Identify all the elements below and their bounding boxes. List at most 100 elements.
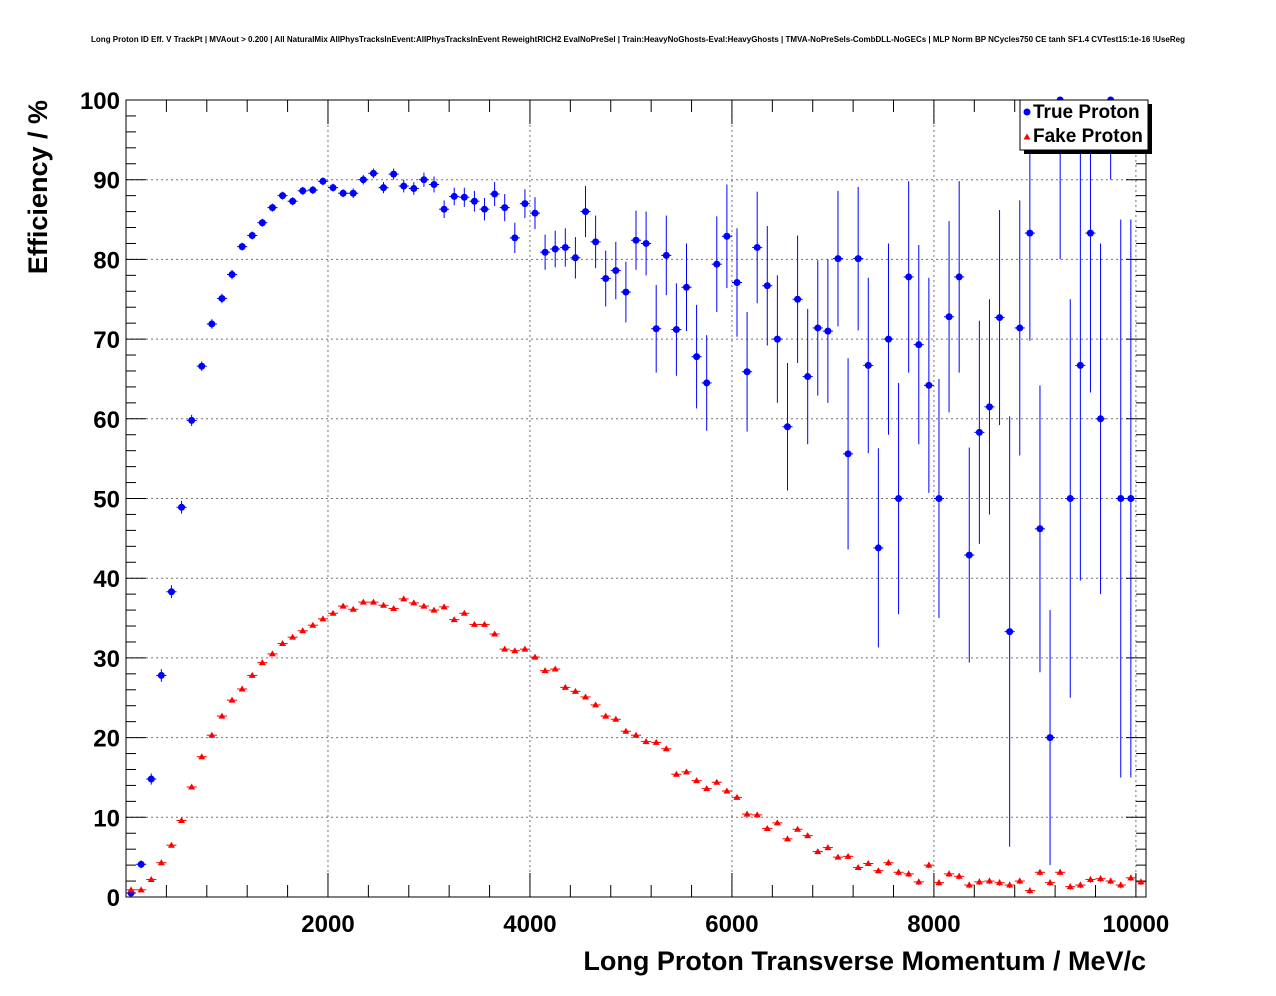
data-point — [864, 361, 872, 369]
y-tick-label: 100 — [80, 88, 120, 115]
data-point — [430, 606, 438, 613]
x-tick-label: 10000 — [1103, 911, 1170, 938]
y-tick-label: 70 — [93, 327, 120, 354]
data-point — [279, 640, 287, 647]
data-point — [975, 428, 983, 436]
data-point — [359, 598, 367, 605]
data-point — [1137, 878, 1145, 885]
data-point — [844, 450, 852, 458]
legend-fake-proton-marker — [1023, 133, 1031, 140]
data-point — [955, 872, 963, 879]
data-point — [218, 294, 226, 302]
data-point — [248, 671, 256, 678]
y-tick-label: 90 — [93, 168, 120, 195]
data-point — [531, 653, 539, 660]
data-point — [551, 245, 559, 253]
data-point — [582, 693, 590, 700]
data-point — [794, 825, 802, 832]
data-point — [349, 605, 357, 612]
data-point — [349, 189, 357, 197]
data-point — [622, 727, 630, 734]
data-point — [1076, 361, 1084, 369]
data-point — [450, 616, 458, 623]
y-tick-label: 0 — [107, 885, 120, 912]
data-point — [561, 683, 569, 690]
chart-title: Long Proton ID Eff. V TrackPt | MVAout >… — [91, 35, 1185, 44]
data-point — [127, 886, 135, 893]
data-point — [228, 696, 236, 703]
data-point — [551, 665, 559, 672]
data-point — [258, 219, 266, 227]
data-point — [773, 335, 781, 343]
data-point — [935, 495, 943, 502]
data-point — [743, 810, 751, 817]
data-point — [763, 824, 771, 831]
data-point — [834, 853, 842, 860]
data-point — [208, 731, 216, 738]
legend-fake-proton-label: Fake Proton — [1033, 126, 1143, 147]
data-point — [299, 187, 307, 195]
data-point — [642, 738, 650, 745]
data-point — [996, 879, 1004, 886]
data-point — [602, 712, 610, 719]
data-point — [137, 860, 145, 868]
data-point — [561, 243, 569, 251]
data-point — [299, 627, 307, 634]
data-point — [783, 835, 791, 842]
data-point — [955, 273, 963, 281]
data-point — [703, 379, 711, 387]
data-point — [470, 620, 478, 627]
data-point — [703, 785, 711, 792]
data-point — [1066, 495, 1074, 502]
data-point — [693, 353, 701, 361]
data-point — [511, 647, 519, 654]
data-point — [622, 288, 630, 296]
data-point — [824, 844, 832, 851]
data-point — [481, 620, 489, 627]
y-tick-label: 20 — [93, 726, 120, 753]
data-point — [178, 816, 186, 823]
data-point — [672, 326, 680, 334]
x-tick-label: 2000 — [301, 911, 354, 938]
y-tick-label: 30 — [93, 646, 120, 673]
data-point — [390, 170, 398, 178]
data-point — [157, 859, 165, 866]
data-point — [632, 236, 640, 244]
data-point — [329, 609, 337, 616]
data-point — [1127, 874, 1135, 881]
data-point — [905, 870, 913, 877]
data-point — [319, 615, 327, 622]
data-point — [985, 877, 993, 884]
y-axis-title: Efficiency / % — [23, 100, 53, 274]
data-point — [854, 864, 862, 871]
data-point — [794, 295, 802, 303]
data-point — [925, 381, 933, 389]
legend-true-proton-label: True Proton — [1033, 102, 1140, 123]
data-point — [228, 271, 236, 279]
data-point — [531, 209, 539, 217]
data-point — [491, 190, 499, 198]
data-point — [814, 324, 822, 332]
data-point — [309, 621, 317, 628]
data-point — [1117, 495, 1125, 502]
data-point — [390, 604, 398, 611]
data-point — [1086, 229, 1094, 237]
data-point — [996, 314, 1004, 322]
data-point — [268, 650, 276, 657]
data-point — [1056, 868, 1064, 875]
data-point — [723, 232, 731, 240]
data-point — [440, 603, 448, 610]
data-point — [400, 595, 408, 602]
data-point — [410, 184, 418, 192]
data-point — [188, 783, 196, 790]
data-point — [895, 495, 903, 502]
data-point — [834, 255, 842, 263]
data-point — [258, 659, 266, 666]
data-point — [592, 238, 600, 246]
data-point — [1086, 875, 1094, 882]
data-point — [1127, 495, 1135, 502]
data-point — [753, 811, 761, 818]
data-point — [410, 599, 418, 606]
legend-box — [1019, 99, 1149, 151]
data-point — [662, 745, 670, 752]
